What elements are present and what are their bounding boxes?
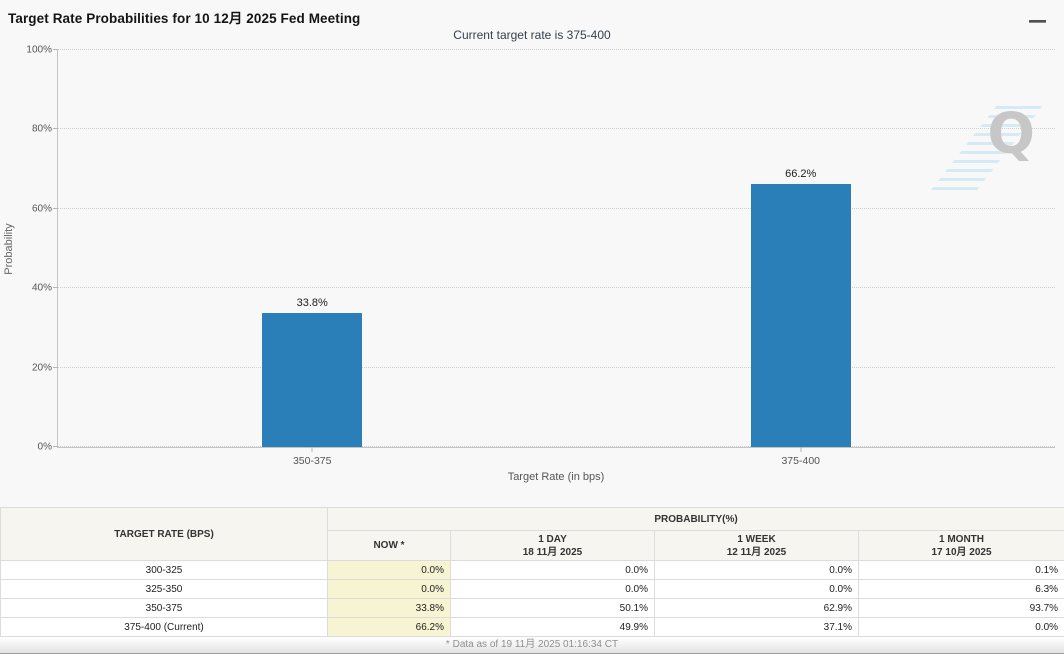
rate-cell: 300-325 xyxy=(0,560,328,580)
month-cell: 93.7% xyxy=(857,598,1064,618)
col-label: 1 DAY xyxy=(538,533,567,545)
rate-cell: 350-375 xyxy=(0,598,328,618)
table-row: 325-350 0.0% 0.0% 0.0% 6.3% xyxy=(0,579,1064,599)
table-row: 300-325 0.0% 0.0% 0.0% 0.1% xyxy=(0,560,1064,580)
y-tick-label: 80% xyxy=(31,123,52,135)
col-header-1month: 1 MONTH 17 10月 2025 xyxy=(857,530,1064,561)
day-cell: 0.0% xyxy=(450,579,655,599)
month-cell: 0.1% xyxy=(857,560,1064,580)
y-tick xyxy=(53,446,58,447)
col-header-now: NOW * xyxy=(327,530,451,561)
y-tick xyxy=(53,287,58,289)
gridline-100: 100% xyxy=(26,45,1055,56)
col-label: 1 MONTH xyxy=(939,533,985,545)
x-tick xyxy=(311,447,313,452)
week-cell: 0.0% xyxy=(654,560,859,580)
bar-value-label: 66.2% xyxy=(785,168,817,181)
y-axis-title: Probability xyxy=(3,223,15,275)
col-label: NOW * xyxy=(373,540,405,551)
bar-rect[interactable] xyxy=(750,184,851,447)
plot-area: 0% 20% 40% 60% 80% 100% 33.8% 66.2% 350-… xyxy=(26,45,1055,467)
x-tick-label: 375-400 xyxy=(781,455,821,467)
col-header-1day: 1 DAY 18 11月 2025 xyxy=(450,530,655,561)
now-cell: 0.0% xyxy=(327,560,451,580)
gridline-20: 20% xyxy=(32,362,1055,373)
probability-table: TARGET RATE (BPS) PROBABILITY(%) NOW * 1… xyxy=(0,507,1064,637)
gridline-60: 60% xyxy=(32,203,1055,214)
gridline-80: 80% xyxy=(32,124,1055,135)
data-asof-note: * Data as of 19 11月 2025 01:16:34 CT xyxy=(445,639,619,650)
day-cell: 49.9% xyxy=(450,617,655,637)
y-tick-label: 0% xyxy=(37,441,52,453)
data-asof-footer: * Data as of 19 11月 2025 01:16:34 CT xyxy=(0,637,1064,654)
y-tick xyxy=(53,49,58,50)
watermark-q-logo: Q xyxy=(987,102,1035,167)
day-cell: 50.1% xyxy=(450,598,655,618)
page-title: Target Rate Probabilities for 10 12月 202… xyxy=(8,11,361,26)
x-axis-title: Target Rate (in bps) xyxy=(507,471,605,483)
y-tick xyxy=(53,366,58,368)
week-cell: 37.1% xyxy=(654,617,859,637)
col-label: 1 WEEK xyxy=(737,533,776,545)
month-cell: 0.0% xyxy=(857,617,1064,637)
y-tick-label: 40% xyxy=(31,282,52,294)
x-tick-label: 350-375 xyxy=(292,455,332,467)
col-sublabel: 12 11月 2025 xyxy=(726,546,787,558)
probability-chart: Target Rate Probabilities for 10 12月 202… xyxy=(3,10,1055,483)
now-cell: 33.8% xyxy=(327,598,451,618)
y-tick xyxy=(53,128,58,130)
month-cell: 6.3% xyxy=(857,579,1064,599)
gridline-40: 40% xyxy=(32,283,1055,294)
rate-cell: 325-350 xyxy=(0,579,328,599)
col-header-probability: PROBABILITY(%) xyxy=(326,507,1064,531)
y-tick xyxy=(53,207,58,209)
table-row: 375-400 (Current) 66.2% 49.9% 37.1% 0.0% xyxy=(0,617,1064,637)
x-tick xyxy=(800,447,802,452)
bar-375-400[interactable]: 66.2% xyxy=(750,50,851,447)
bar-350-375[interactable]: 33.8% xyxy=(262,50,363,447)
now-cell: 66.2% xyxy=(327,617,451,637)
gridline-0: 0% xyxy=(38,442,1055,453)
hamburger-menu-icon[interactable] xyxy=(1029,10,1046,25)
rate-cell: 375-400 (Current) xyxy=(0,617,328,637)
day-cell: 0.0% xyxy=(450,560,655,580)
hamburger-bar xyxy=(1029,20,1046,23)
y-tick-label: 100% xyxy=(26,44,52,56)
col-sublabel: 17 10月 2025 xyxy=(931,546,992,558)
y-tick-label: 20% xyxy=(31,362,52,374)
table-row: 350-375 33.8% 50.1% 62.9% 93.7% xyxy=(0,598,1064,618)
bar-rect[interactable] xyxy=(262,312,363,447)
week-cell: 62.9% xyxy=(654,598,859,618)
bar-value-label: 33.8% xyxy=(296,296,328,309)
col-sublabel: 18 11月 2025 xyxy=(522,546,583,558)
col-header-1week: 1 WEEK 12 11月 2025 xyxy=(654,530,859,561)
y-tick-label: 60% xyxy=(31,203,52,215)
now-cell: 0.0% xyxy=(327,579,451,599)
col-header-target-rate: TARGET RATE (BPS) xyxy=(0,507,328,561)
current-target-rate-subtitle: Current target rate is 375-400 xyxy=(453,28,611,42)
week-cell: 0.0% xyxy=(654,579,859,599)
quikstrike-watermark: Q xyxy=(929,102,1043,192)
